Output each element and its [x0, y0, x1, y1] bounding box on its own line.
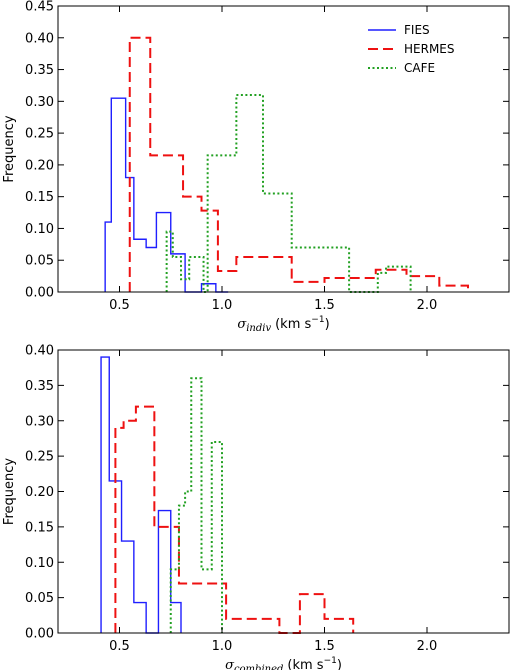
y-axis-label: Frequency [2, 458, 17, 525]
legend-label-cafe: CAFE [404, 61, 435, 75]
histogram-panel-indiv: 0.5 1.0 1.5 2.0 0.00 0.05 0.10 0.15 0.20 0.25 0.30… [2, 0, 510, 334]
x-tick-label: 2.0 [417, 298, 438, 313]
y-tick-label: 0.25 [25, 450, 54, 465]
x-axis-label-exponent: −1 [324, 656, 337, 666]
legend: FIES HERMES CAFE [368, 23, 455, 75]
y-tick-label: 0.40 [25, 31, 54, 46]
series-hermes-histogram [114, 405, 355, 634]
y-tick-label: 0.35 [25, 379, 54, 394]
plot-area-indiv [104, 36, 469, 293]
series-fies-histogram [100, 356, 182, 634]
y-tick-label: 0.40 [25, 344, 54, 359]
y-tick-label: 0.05 [25, 591, 54, 606]
y-tick-label: 0.00 [25, 627, 54, 642]
y-tick-label: 0.10 [25, 222, 54, 237]
plot-area-combined [100, 356, 355, 634]
x-axis-label: σcombined (km s−1) [225, 656, 342, 670]
series-cafe-histogram [165, 93, 412, 293]
y-tick-label: 0.45 [25, 0, 54, 15]
x-axis-label-unit: (km s [287, 658, 323, 670]
x-tick-label: 0.5 [109, 639, 130, 654]
series-hermes-histogram [128, 36, 469, 292]
y-axis-label: Frequency [2, 115, 17, 182]
y-tick-label: 0.15 [25, 520, 54, 535]
x-tick-label: 1.5 [314, 639, 335, 654]
x-axis-label-symbol: σ [237, 317, 247, 332]
y-tick-label: 0.25 [25, 127, 54, 142]
y-tick-label: 0.35 [25, 63, 54, 78]
x-axis-label: σindiv (km s−1) [237, 315, 329, 334]
y-tick-label: 0.30 [25, 95, 54, 110]
x-axis-label-unit: (km s [275, 317, 311, 332]
y-tick-label: 0.20 [25, 485, 54, 500]
x-axis-label-subscript: indiv [246, 323, 271, 334]
x-tick-label: 2.0 [417, 639, 438, 654]
y-tick-label: 0.00 [25, 286, 54, 301]
series-fies-histogram [104, 97, 229, 293]
series-cafe-histogram [169, 377, 223, 633]
y-tick-label: 0.30 [25, 414, 54, 429]
axes-frame-combined [57, 349, 510, 634]
x-tick-label: 1.5 [314, 298, 335, 313]
y-tick-label: 0.10 [25, 556, 54, 571]
x-tick-label: 0.5 [109, 298, 130, 313]
x-axis-label-close: ) [337, 658, 342, 670]
x-axis-label-exponent: −1 [311, 315, 324, 325]
legend-label-fies: FIES [404, 23, 430, 37]
ticks-combined: 0.5 1.0 1.5 2.0 0.00 0.05 0.10 0.15 0.20 0.25 0.30… [25, 344, 509, 654]
x-tick-label: 1.0 [212, 298, 233, 313]
legend-label-hermes: HERMES [404, 42, 455, 56]
axes-frame-indiv [57, 5, 510, 293]
y-tick-label: 0.05 [25, 254, 54, 269]
x-tick-label: 1.0 [212, 639, 233, 654]
x-axis-label-close: ) [325, 317, 330, 332]
y-tick-label: 0.20 [25, 158, 54, 173]
x-axis-label-symbol: σ [225, 658, 235, 670]
y-tick-label: 0.15 [25, 190, 54, 205]
x-axis-label-subscript: combined [234, 664, 283, 670]
histogram-panel-combined: 0.5 1.0 1.5 2.0 0.00 0.05 0.10 0.15 0.20 0.25 0.30… [2, 344, 510, 670]
ticks-indiv: 0.5 1.0 1.5 2.0 0.00 0.05 0.10 0.15 0.20 0.25 0.30… [25, 0, 509, 313]
